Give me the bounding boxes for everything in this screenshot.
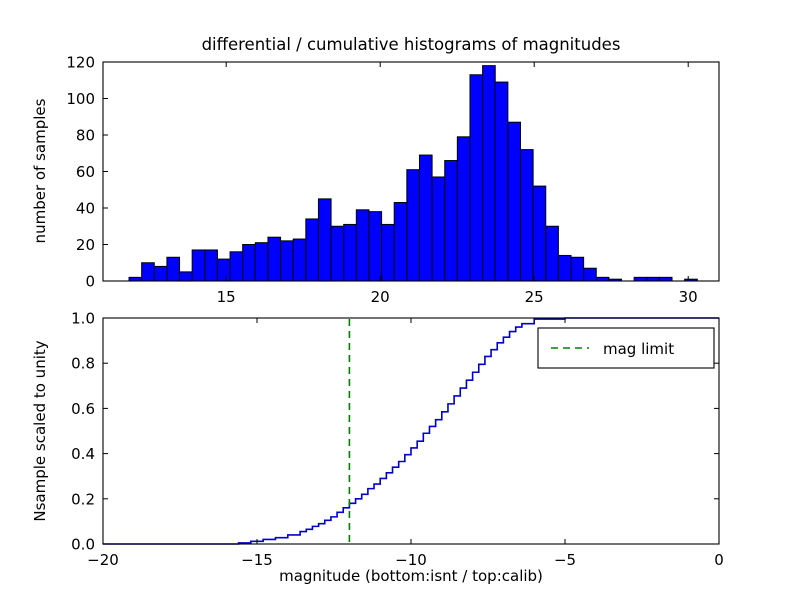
- bottom-y-tick-label: 0.8: [71, 355, 95, 373]
- histogram-bar: [407, 170, 420, 281]
- histogram-bar: [584, 268, 597, 281]
- top-x-tick-label: 15: [217, 288, 236, 306]
- top-y-tick-label: 60: [76, 163, 95, 181]
- histogram-bar: [180, 272, 193, 281]
- bottom-x-tick-label: 0: [714, 551, 724, 569]
- top-x-tick-label: 20: [371, 288, 390, 306]
- top-y-tick-label: 80: [76, 127, 95, 145]
- bottom-y-tick-label: 1.0: [71, 310, 95, 328]
- histogram-bar: [520, 150, 533, 281]
- histogram-bar: [558, 255, 571, 281]
- top-x-tick-label: 30: [679, 288, 698, 306]
- histogram-bar: [432, 177, 445, 281]
- histogram-bar: [205, 250, 218, 281]
- histogram-bar: [142, 263, 155, 281]
- histogram-bar: [318, 199, 331, 281]
- histogram-bar: [217, 259, 230, 281]
- histogram-bar: [382, 224, 395, 281]
- top-y-tick-label: 0: [85, 273, 95, 291]
- bottom-y-axis-label: Nsample scaled to unity: [31, 340, 49, 521]
- bottom-y-tick-label: 0.4: [71, 445, 95, 463]
- histogram-bar: [255, 243, 268, 281]
- histogram-bar: [344, 224, 357, 281]
- legend[interactable]: mag limit: [538, 328, 714, 368]
- top-axes-differential-histogram: 0 20 40 60 80 100 120 15 20 25 30 number of sampl…: [31, 35, 719, 306]
- histogram-bar: [457, 137, 470, 281]
- histogram-bar: [508, 122, 521, 281]
- histogram-bar: [281, 241, 294, 281]
- figure-canvas: 0 20 40 60 80 100 120 15 20 25 30 number of sampl…: [0, 0, 800, 600]
- legend-mag-limit-label: mag limit: [603, 340, 674, 358]
- histogram-bar: [533, 186, 546, 281]
- top-y-axis-label: number of samples: [31, 98, 49, 243]
- bottom-y-tick-label: 0.6: [71, 400, 95, 418]
- histogram-bar: [445, 161, 458, 281]
- bottom-x-tick-label: −5: [554, 551, 576, 569]
- histogram-bar: [419, 155, 432, 281]
- histogram-bar: [470, 75, 483, 281]
- histogram-bar: [369, 212, 382, 281]
- histogram-bar: [192, 250, 205, 281]
- histogram-bar: [394, 203, 407, 281]
- histogram-bar: [306, 219, 319, 281]
- bottom-y-tick-labels: 0.00.20.40.60.81.0: [71, 310, 95, 554]
- histogram-bar: [546, 226, 559, 281]
- histogram-bar: [293, 239, 306, 281]
- histogram-bar: [243, 245, 256, 282]
- bottom-x-tick-label: −20: [87, 551, 119, 569]
- histogram-bar: [331, 226, 344, 281]
- histogram-bar: [483, 66, 496, 281]
- top-x-tick-labels: 15 20 25 30: [217, 288, 698, 306]
- histogram-bar: [495, 82, 508, 281]
- histogram-bar: [167, 257, 180, 281]
- bottom-y-tick-label: 0.2: [71, 490, 95, 508]
- bottom-x-axis-label: magnitude (bottom:isnt / top:calib): [279, 567, 543, 585]
- bottom-axes-cumulative-histogram: 0.00.20.40.60.81.0 −20−15−10−50 Nsample …: [31, 310, 724, 586]
- top-y-tick-label: 20: [76, 236, 95, 254]
- histogram-bar: [356, 210, 369, 281]
- matplotlib-figure: 0 20 40 60 80 100 120 15 20 25 30 number of sampl…: [0, 0, 800, 600]
- top-y-tick-labels: 0 20 40 60 80 100 120: [66, 54, 95, 291]
- bottom-x-tick-label: −15: [241, 551, 273, 569]
- histogram-bar: [154, 266, 167, 281]
- histogram-bar: [230, 252, 243, 281]
- top-x-tick-label: 25: [525, 288, 544, 306]
- chart-title: differential / cumulative histograms of …: [202, 35, 621, 54]
- top-y-tick-label: 40: [76, 200, 95, 218]
- top-y-tick-label: 100: [66, 90, 95, 108]
- histogram-bar: [571, 257, 584, 281]
- histogram-bar: [268, 237, 281, 281]
- top-y-tick-label: 120: [66, 54, 95, 72]
